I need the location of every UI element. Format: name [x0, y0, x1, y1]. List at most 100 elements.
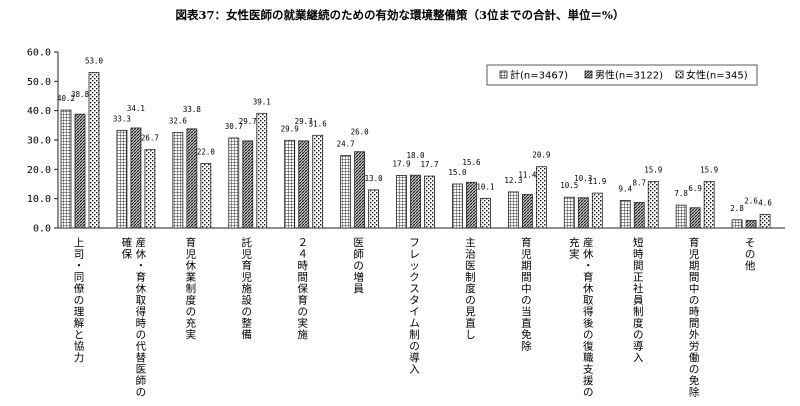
category-label-char: 度	[465, 282, 476, 295]
category-label-char: 司	[74, 249, 85, 261]
category-label-char: 力	[74, 351, 85, 364]
category-label-char: 制	[633, 305, 644, 318]
category-label-char: 社	[633, 282, 644, 295]
category-label-char: 育	[521, 236, 532, 249]
category-label-char: 師	[136, 374, 147, 387]
category-label-char: 上	[74, 237, 85, 249]
category-label-char: そ	[745, 237, 756, 249]
category-label-char: 制	[186, 282, 197, 295]
category-label-char: 育	[242, 259, 253, 272]
data-label: 15.9	[700, 165, 718, 174]
category-label-char: 育	[186, 236, 197, 249]
y-tick-label: 50.0	[27, 77, 51, 88]
category-label-char: 取	[136, 295, 147, 307]
category-label-char: 保	[122, 248, 133, 261]
data-label: 38.8	[71, 90, 90, 99]
y-tick-label: 40.0	[27, 106, 51, 117]
bar-female	[88, 72, 100, 229]
category-label-char: 充	[186, 317, 197, 330]
bar-total	[507, 191, 519, 229]
category-label-char: 託	[242, 236, 253, 249]
data-label: 29.7	[239, 117, 257, 126]
bar-female	[368, 189, 380, 229]
data-label: 29.9	[281, 124, 299, 133]
category-label-char: 期	[689, 260, 700, 272]
data-label: 12.3	[504, 176, 522, 185]
data-label: 17.9	[393, 159, 411, 168]
bar-female	[703, 180, 715, 229]
category-label-char: 労	[689, 340, 700, 353]
category-label-char: レ	[409, 249, 420, 261]
bar-female	[480, 197, 491, 229]
category-label-char: 当	[521, 305, 532, 318]
bar-total	[228, 137, 240, 229]
y-tick-label: 60.0	[27, 48, 51, 59]
category-label-char: タ	[409, 295, 420, 307]
category-label-char: の	[353, 260, 364, 272]
data-label: 6.9	[688, 184, 702, 193]
category-label-char: 実	[186, 328, 197, 341]
category-label-char: 育	[583, 271, 594, 284]
category-label-char: の	[465, 295, 476, 307]
legend: 計(n=3467) 男性(n=3122) 女性(n=345)	[486, 64, 758, 86]
category-label-char: の	[745, 249, 756, 261]
category-label-char: 医	[465, 260, 476, 272]
data-label: 24.7	[337, 140, 355, 149]
category-label-char: 協	[74, 340, 85, 353]
bar-male	[521, 194, 533, 229]
bar-male	[242, 140, 254, 229]
category-label-char: 児	[689, 249, 700, 261]
category-label-char: の	[633, 329, 644, 341]
y-tick-label: 20.0	[27, 165, 51, 176]
category-label-char: 後	[583, 317, 594, 330]
category-label-char: 産	[583, 236, 594, 249]
category-label-char: 児	[242, 272, 253, 284]
category-label-char: 得	[583, 306, 594, 318]
bar-male	[577, 197, 589, 229]
bar-male	[74, 113, 86, 229]
data-label: 15.0	[448, 168, 467, 177]
data-label: 26.0	[351, 128, 370, 137]
category-label-char: 理	[74, 306, 85, 318]
data-label: 15.9	[644, 165, 662, 174]
bar-male	[745, 219, 757, 229]
data-label: 11.9	[588, 177, 606, 186]
category-label-char: の	[583, 387, 594, 399]
category-label-char: 短	[633, 236, 644, 249]
category-label-char: ・	[583, 260, 594, 272]
data-label: 17.7	[421, 160, 439, 169]
category-label-char: 間	[689, 272, 700, 284]
category-label-char: 児	[521, 249, 532, 261]
category-label-char: 時	[633, 249, 644, 261]
y-tick-label: 0.0	[33, 224, 51, 235]
data-label: 10.3	[574, 174, 592, 183]
category-label-char: 実	[569, 248, 580, 261]
data-label: 26.7	[141, 134, 159, 143]
category-label-char: 施	[242, 282, 253, 295]
data-label: 4.6	[758, 199, 772, 208]
data-label: 10.1	[476, 182, 494, 191]
bar-male	[186, 128, 198, 229]
category-label-char: の	[242, 306, 253, 318]
category-label-char: の	[583, 329, 594, 341]
bar-female	[591, 192, 603, 229]
category-label-char: 僚	[74, 282, 85, 295]
bar-female	[312, 134, 324, 229]
category-label-char: 見	[465, 306, 476, 318]
category-label-char: 外	[689, 329, 700, 341]
category-label-char: の	[409, 341, 420, 353]
category-label-char: 時	[689, 306, 700, 318]
category-labels-group: 上司・同僚の理解と協力産休・育休取得時の代替医師の確保育児休業制度の充実託児育児…	[74, 236, 756, 399]
data-label: 34.1	[127, 104, 145, 113]
bars-group	[60, 72, 771, 229]
category-label-char: 援	[583, 374, 594, 387]
category-label-char: の	[689, 295, 700, 307]
category-label-char: 整	[242, 317, 253, 330]
data-label: 30.7	[225, 122, 243, 131]
category-label-char: 免	[689, 374, 700, 387]
y-tick-label: 10.0	[27, 194, 51, 205]
data-label: 2.8	[730, 204, 744, 213]
y-tick-label: 30.0	[27, 136, 51, 147]
category-label-char: フ	[409, 237, 420, 249]
category-label-char: 施	[297, 328, 308, 341]
